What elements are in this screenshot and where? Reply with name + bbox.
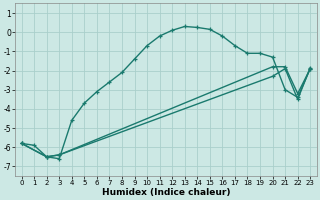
X-axis label: Humidex (Indice chaleur): Humidex (Indice chaleur)	[102, 188, 230, 197]
